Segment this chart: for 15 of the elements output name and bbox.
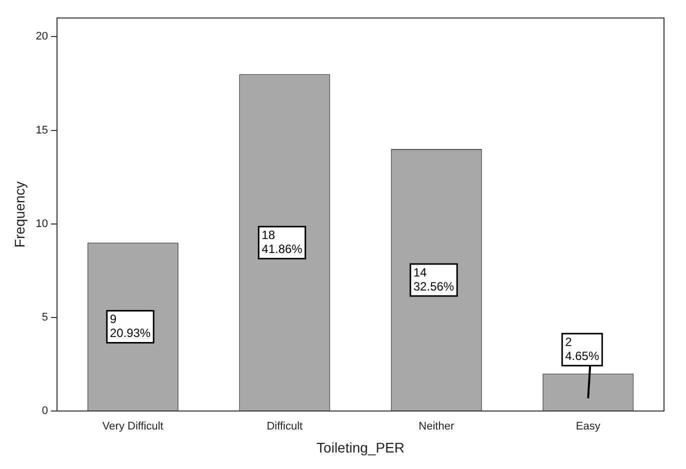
x-axis-title: Toileting_PER [316, 439, 404, 456]
data-label: 14 32.56% [413, 265, 454, 294]
y-tick-label: 20 [36, 30, 48, 43]
data-label: 9 20.93% [110, 312, 151, 340]
y-axis-title: Frequency [11, 181, 28, 248]
data-label: 18 41.86% [262, 228, 303, 256]
x-tick-label: Difficult [266, 420, 303, 433]
y-tick-label: 0 [42, 405, 48, 418]
y-tick-label: 10 [36, 218, 48, 230]
x-tick-label: Very Difficult [102, 420, 164, 433]
y-tick-label: 5 [42, 311, 48, 324]
x-tick-label: Easy [576, 420, 601, 433]
y-tick-label: 15 [36, 124, 48, 136]
x-tick-label: Neither [418, 420, 454, 433]
data-label: 2 4.65% [565, 334, 600, 363]
